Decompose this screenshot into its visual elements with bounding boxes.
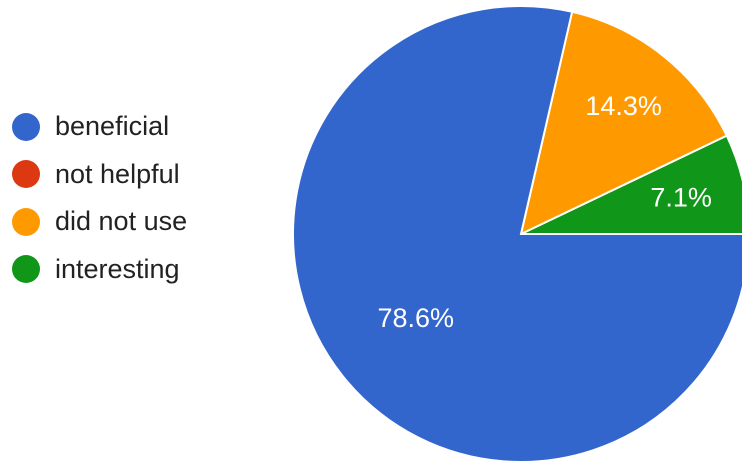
- legend-item-interesting: interesting: [12, 246, 242, 294]
- legend-item-beneficial: beneficial: [12, 103, 242, 151]
- pie-slice-beneficial: [292, 5, 742, 462]
- legend-item-not-helpful: not helpful: [12, 151, 242, 199]
- legend-label-did-not-use: did not use: [55, 206, 188, 237]
- legend-label-interesting: interesting: [55, 253, 180, 284]
- legend-swatch-beneficial: [12, 112, 40, 141]
- legend-swatch-not-helpful: [12, 160, 40, 189]
- legend-swatch-did-not-use: [12, 207, 40, 236]
- pie-slice-did-not-use: [519, 10, 729, 236]
- pie-slice-interesting: [520, 134, 742, 235]
- slice-label-interesting: 7.1%: [650, 183, 712, 213]
- legend: beneficial not helpful did not use inter…: [12, 103, 242, 293]
- legend-label-beneficial: beneficial: [55, 111, 170, 142]
- slice-label-did-not-use: 14.3%: [585, 91, 662, 121]
- legend-label-not-helpful: not helpful: [55, 158, 180, 189]
- slice-label-beneficial: 78.6%: [377, 303, 454, 333]
- legend-swatch-interesting: [12, 255, 40, 284]
- legend-item-did-not-use: did not use: [12, 198, 242, 246]
